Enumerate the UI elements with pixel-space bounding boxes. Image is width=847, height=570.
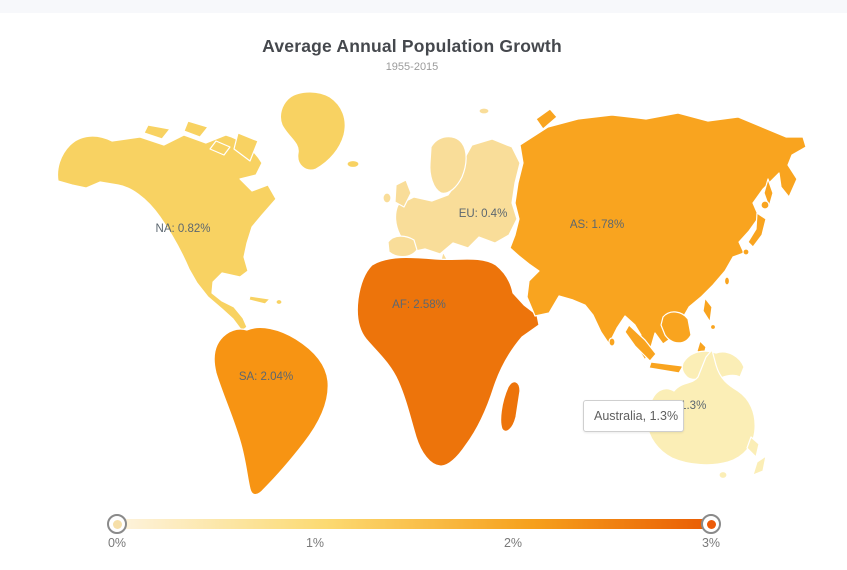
label-europe: EU: 0.4% [458,208,508,220]
region-new-zealand[interactable] [752,455,767,476]
region-south-america[interactable] [213,326,329,496]
region-taiwan[interactable] [723,276,731,286]
legend-tick-3: 3% [701,536,721,550]
legend-handle-max[interactable] [701,514,721,534]
region-cuba[interactable] [248,295,271,305]
region-philippines[interactable] [702,297,713,323]
region-iberia[interactable] [387,235,418,258]
chart-subtitle: 1955-2015 [385,61,439,73]
region-north-america[interactable] [233,132,259,162]
region-north-america[interactable] [209,140,231,156]
world-map: NA: 0.82% EU: 0.4% AS: 1.78% AF: 2.58% S… [0,85,847,515]
region-hispaniola[interactable] [275,298,283,306]
legend-track[interactable] [117,519,711,529]
region-japan[interactable] [742,248,750,256]
region-ireland[interactable] [382,192,392,204]
region-svalbard[interactable] [478,107,490,115]
region-greenland[interactable] [279,91,346,171]
region-africa[interactable] [356,256,540,467]
legend-handle-max-dot [706,519,716,529]
region-tasmania[interactable] [718,470,728,480]
region-sri-lanka[interactable] [608,337,616,347]
chart-header: Average Annual Population Growth 1955-20… [0,36,824,73]
map-tooltip: Australia, 1.3% [583,400,684,432]
legend-handle-min-dot [112,519,122,529]
region-australia[interactable] [646,349,756,466]
label-asia: AS: 1.78% [569,219,625,231]
region-japan[interactable] [747,212,767,248]
region-north-america[interactable] [143,124,171,140]
label-north-america: NA: 0.82% [155,223,211,235]
region-united-kingdom[interactable] [394,179,412,208]
region-java[interactable] [648,361,684,374]
region-new-zealand[interactable] [746,436,760,458]
label-africa: AF: 2.58% [392,299,446,311]
map-tooltip-text: Australia, 1.3% [594,409,679,423]
region-scandinavia[interactable] [429,136,467,194]
world-map-svg [56,91,807,496]
region-north-america[interactable] [183,120,209,138]
legend-tick-2: 2% [503,536,523,550]
top-strip [0,0,847,13]
label-south-america: SA: 2.04% [238,371,294,383]
region-iceland[interactable] [346,159,360,169]
region-philippines[interactable] [709,323,717,331]
legend-tick-0: 0% [107,536,127,550]
region-japan[interactable] [760,200,770,210]
chart-title: Average Annual Population Growth [262,36,562,56]
legend-handle-min[interactable] [107,514,127,534]
region-novaya-zemlya[interactable] [535,108,558,130]
region-sumatra[interactable] [624,324,657,362]
legend-tick-1: 1% [305,536,325,550]
region-borneo[interactable] [660,311,692,344]
region-north-america[interactable] [56,134,277,332]
region-madagascar[interactable] [500,381,521,432]
